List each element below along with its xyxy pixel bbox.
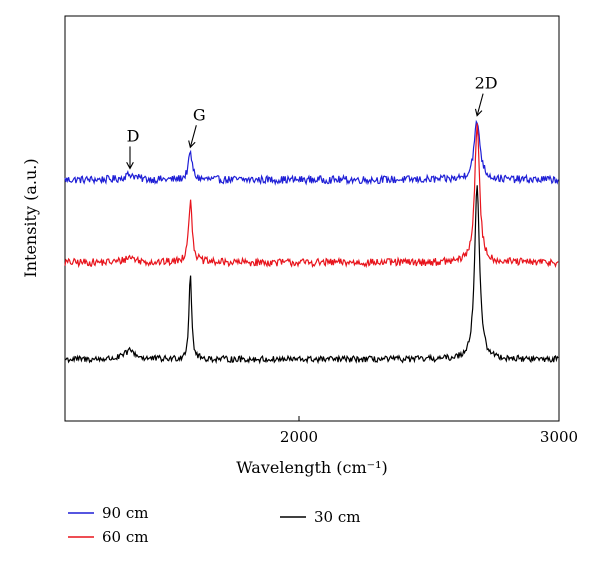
legend-entry-90-cm: 90 cm: [68, 504, 148, 522]
peak-label: D: [127, 126, 140, 145]
series-line-60-cm: [64, 123, 559, 269]
peak-label: 2D: [475, 74, 498, 93]
peak-annotation-2D: 2D: [474, 74, 498, 117]
x-tick-label: 3000: [540, 428, 578, 446]
peak-annotation-D: D: [126, 126, 140, 170]
arrowhead-icon: [188, 140, 196, 149]
arrow-icon: [476, 93, 484, 116]
series-line-90-cm: [64, 119, 559, 186]
arrow-icon: [189, 125, 197, 148]
series-layer: [64, 119, 559, 365]
peak-annotations: D G 2D: [126, 74, 498, 170]
legend-label: 90 cm: [102, 504, 148, 522]
legend-entry-30-cm: 30 cm: [280, 508, 360, 526]
arrowhead-icon: [474, 108, 483, 117]
legend: 90 cm 60 cm 30 cm: [68, 504, 360, 546]
peak-annotation-G: G: [188, 105, 206, 149]
legend-entry-60-cm: 60 cm: [68, 528, 148, 546]
plot-frame: [64, 15, 560, 422]
legend-label: 30 cm: [314, 508, 360, 526]
x-axis-ticks: 2000 3000: [280, 416, 578, 446]
x-tick-label: 2000: [280, 428, 318, 446]
legend-label: 60 cm: [102, 528, 148, 546]
y-axis-label: Intensity (a.u.): [21, 158, 40, 277]
series-line-30-cm: [64, 185, 559, 365]
arrowhead-icon: [126, 162, 134, 170]
peak-label: G: [193, 105, 206, 124]
x-axis-label: Wavelength (cm⁻¹): [236, 458, 388, 477]
